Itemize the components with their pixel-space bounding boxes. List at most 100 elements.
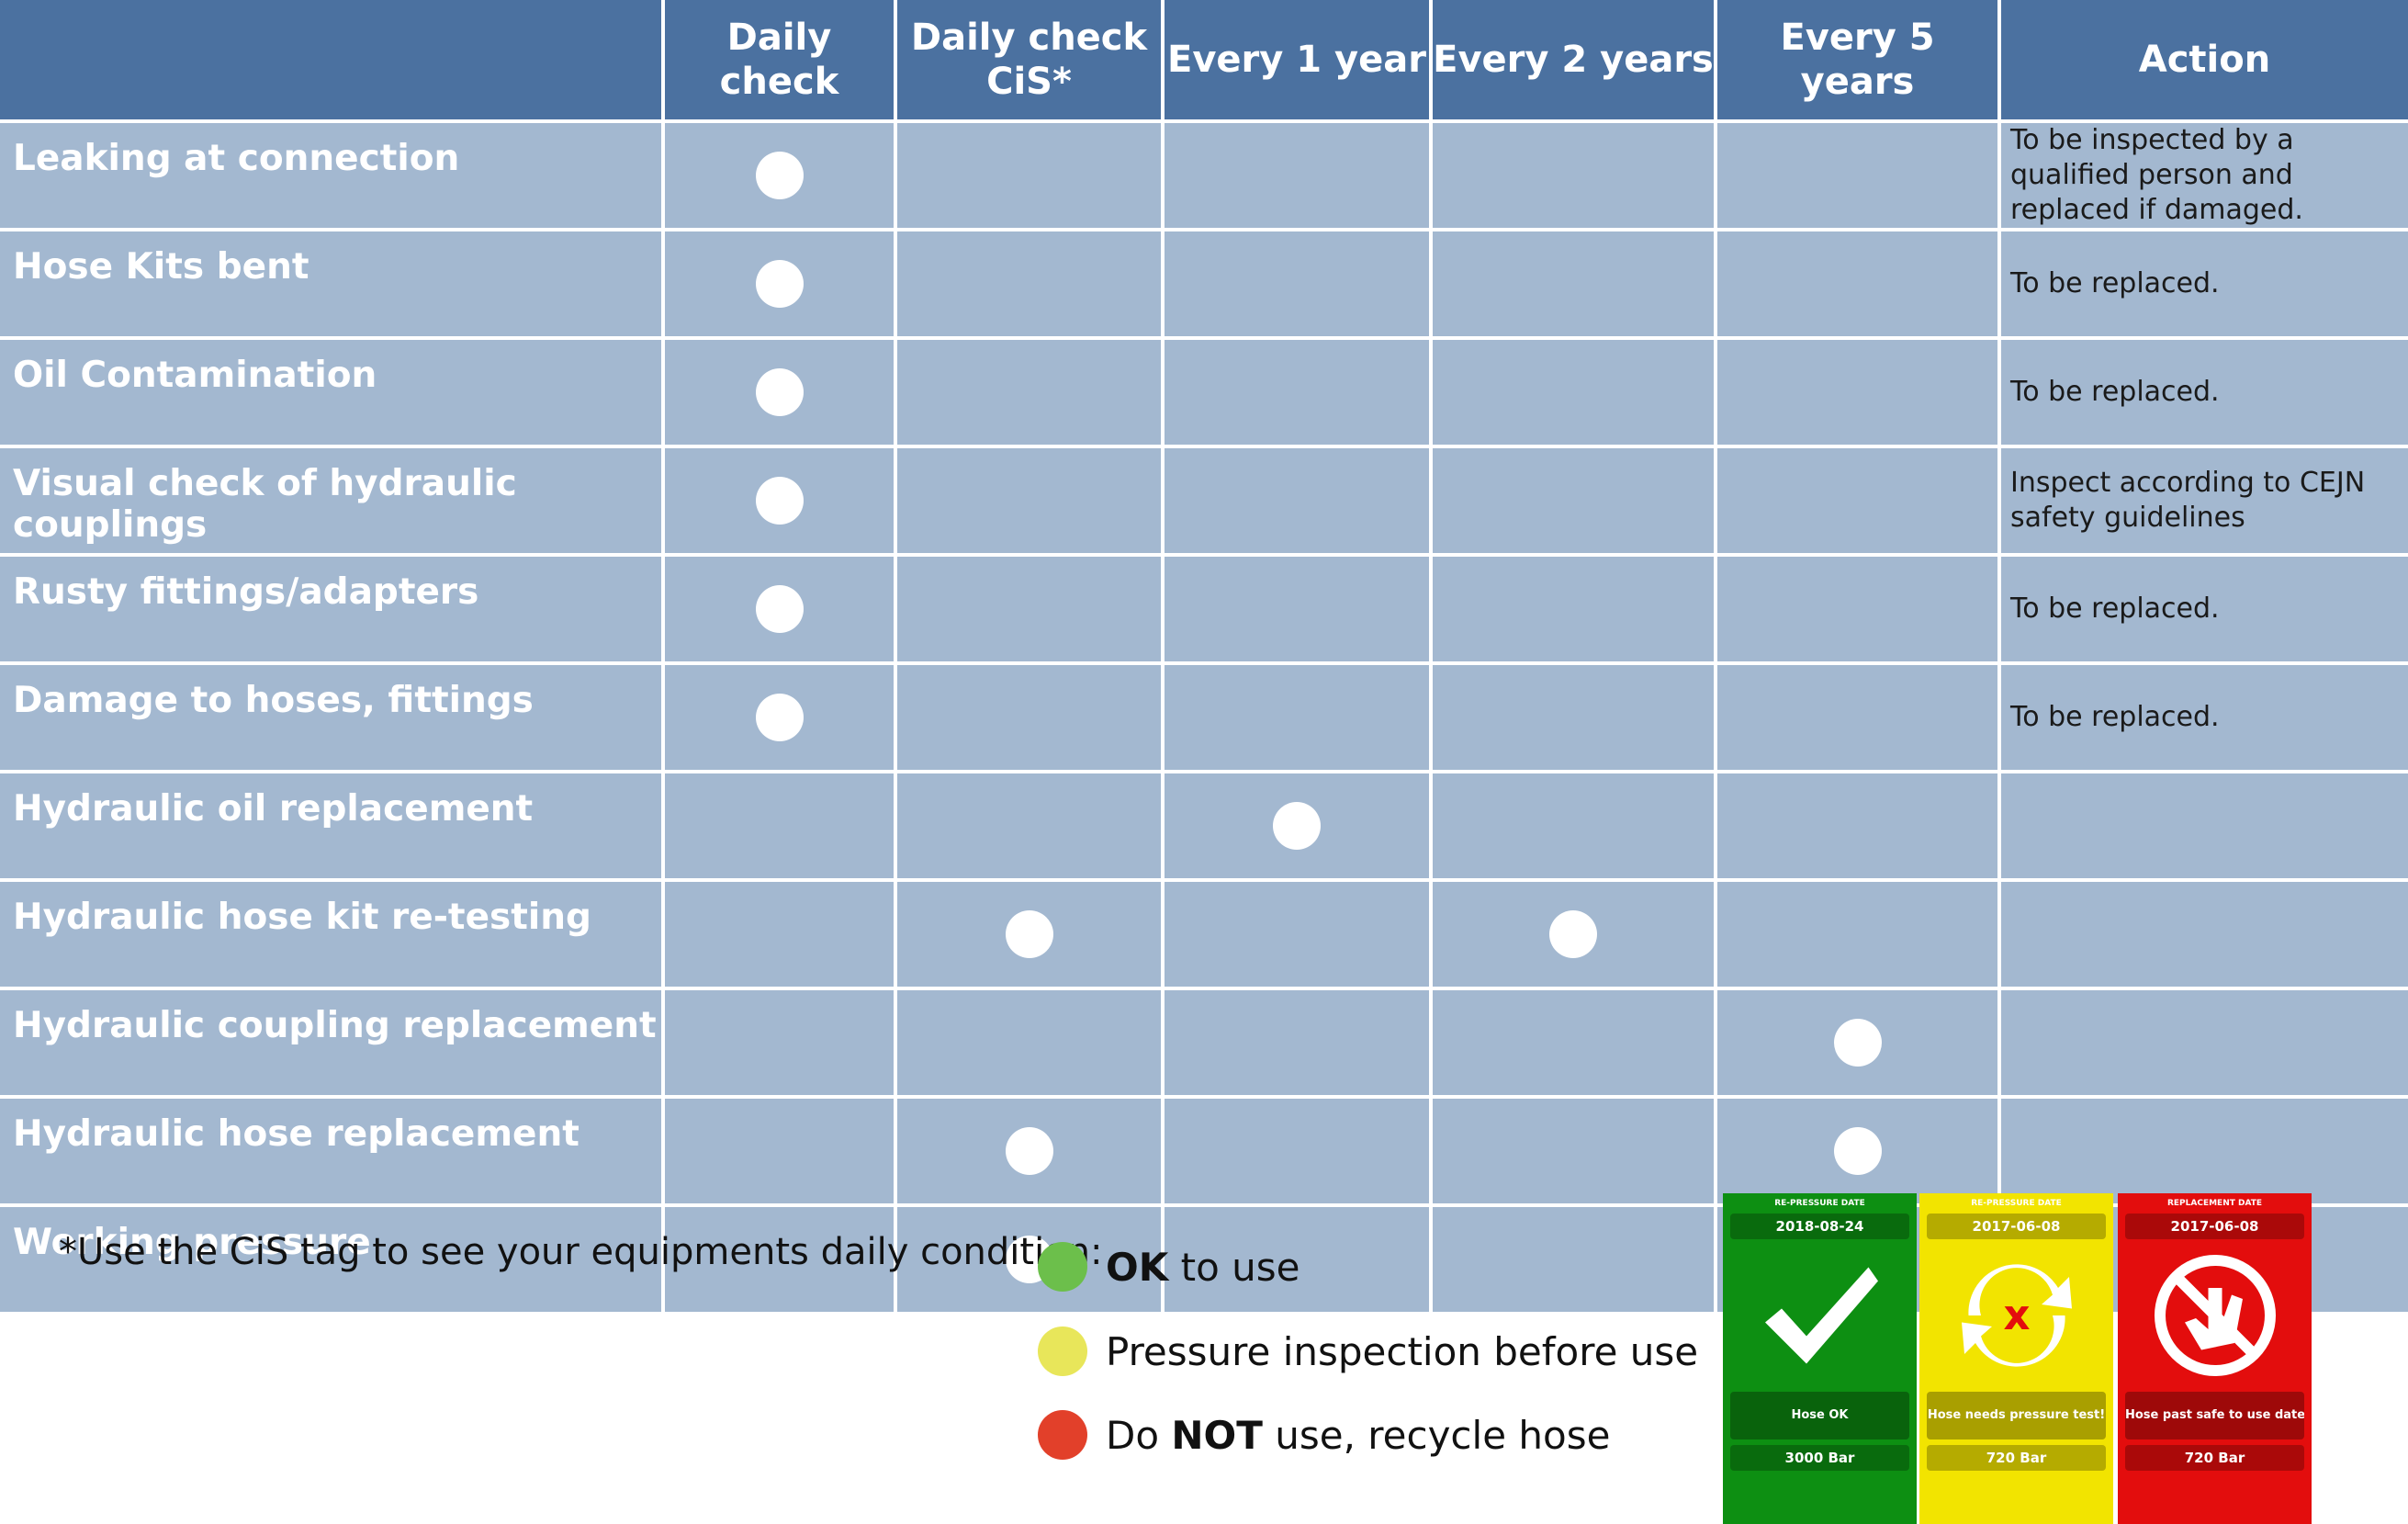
check-dot [755, 260, 804, 308]
check-cell [1161, 987, 1433, 1099]
legend-text: Do NOT use, recycle hose [1106, 1413, 1610, 1458]
action-cell [1997, 878, 2408, 990]
check-cell [661, 661, 897, 773]
check-cell [1161, 445, 1433, 557]
row-label: Oil Contamination [0, 336, 665, 448]
tag-status: Hose past safe to use date! [2125, 1392, 2304, 1439]
action-text: To be replaced. [2010, 376, 2220, 408]
check-cell [1161, 770, 1433, 882]
header-row: Daily check Daily check CiS* Every 1 year E… [0, 0, 2408, 123]
check-cell [661, 1095, 897, 1207]
check-cell [894, 878, 1165, 990]
maintenance-table: Daily check Daily check CiS* Every 1 year E… [0, 0, 2408, 1315]
tag-status: Hose needs pressure test! [1927, 1392, 2106, 1439]
check-cell [1714, 121, 2001, 231]
action-text: To be replaced. [2010, 267, 2220, 299]
check-cell [661, 553, 897, 665]
tag-pressure: 3000 Bar [1730, 1445, 1909, 1471]
check-cell [1429, 770, 1717, 882]
check-cell [661, 336, 897, 448]
action-text: To be replaced. [2010, 701, 2220, 733]
check-cell [894, 121, 1165, 231]
action-text: To be inspected by a qualified person an… [2010, 124, 2303, 226]
check-cell [1714, 228, 2001, 340]
table-row: Hydraulic oil replacement [0, 770, 2408, 882]
legend-text: OK to use [1106, 1245, 1300, 1290]
check-dot [1833, 1127, 1882, 1175]
check-dot [1273, 802, 1321, 850]
tag-icon [1723, 1247, 1917, 1384]
row-label: Leaking at connection [0, 121, 665, 231]
legend-item: Do NOT use, recycle hose [1038, 1410, 1610, 1460]
header-cell: Every 1 year [1161, 0, 1433, 123]
cis-tag: RE-PRESSURE DATE 2017-06-08 x Hose needs pr… [1919, 1193, 2113, 1524]
check-cell [661, 121, 897, 231]
check-cell [1429, 1095, 1717, 1207]
check-cell [1161, 121, 1433, 231]
table-row: Hydraulic hose kit re-testing [0, 878, 2408, 990]
check-dot [755, 152, 804, 199]
check-cell [894, 228, 1165, 340]
footnote: *Use the CiS tag to see your equipments … [59, 1231, 1103, 1273]
check-cell [894, 770, 1165, 882]
cis-tag: REPLACEMENT DATE 2017-06-08 Hose past safe… [2118, 1193, 2312, 1524]
row-label: Hose Kits bent [0, 228, 665, 340]
check-dot [755, 694, 804, 741]
header-cell: Every 2 years [1429, 0, 1717, 123]
legend-text: Pressure inspection before use [1106, 1329, 1698, 1374]
check-cell [1714, 336, 2001, 448]
check-cell [894, 336, 1165, 448]
check-dot [755, 585, 804, 633]
tag-date: 2018-08-24 [1730, 1214, 1909, 1239]
check-cell [1161, 661, 1433, 773]
legend-swatch [1038, 1242, 1087, 1292]
svg-text:x: x [2003, 1291, 2030, 1339]
check-cell [1161, 553, 1433, 665]
table-row: Leaking at connection To be inspected by … [0, 121, 2408, 231]
action-cell: To be replaced. [1997, 661, 2408, 773]
check-dot [755, 368, 804, 416]
table-row: Hose Kits bent To be replaced. [0, 228, 2408, 340]
check-cell [1161, 1095, 1433, 1207]
check-cell [1429, 661, 1717, 773]
check-cell [1161, 336, 1433, 448]
check-cell [1714, 878, 2001, 990]
check-cell [661, 445, 897, 557]
action-cell [1997, 987, 2408, 1099]
check-cell [1714, 770, 2001, 882]
action-cell: Inspect according to CEJN safety guideli… [1997, 445, 2408, 557]
tag-pressure: 720 Bar [2125, 1445, 2304, 1471]
check-cell [1429, 553, 1717, 665]
legend-part: use, recycle hose [1262, 1412, 1611, 1458]
check-cell [894, 1203, 1165, 1315]
check-cell [894, 987, 1165, 1099]
check-cell [894, 1095, 1165, 1207]
action-cell [1997, 1095, 2408, 1207]
check-cell [1714, 1095, 2001, 1207]
check-dot [1005, 910, 1053, 958]
check-cell [1161, 1203, 1433, 1315]
check-cell [1429, 121, 1717, 231]
check-cell [894, 445, 1165, 557]
tag-date: 2017-06-08 [1927, 1214, 2106, 1239]
check-cell [661, 878, 897, 990]
header-cell: Daily check CiS* [894, 0, 1165, 123]
check-cell [1714, 445, 2001, 557]
action-cell [1997, 770, 2408, 882]
action-text: To be replaced. [2010, 593, 2220, 625]
legend-swatch [1038, 1410, 1087, 1460]
check-cell [661, 770, 897, 882]
header-cell: Every 5 years [1714, 0, 2001, 123]
tag-date-label: REPLACEMENT DATE [2166, 1199, 2263, 1208]
legend-swatch [1038, 1326, 1087, 1376]
check-cell [1429, 987, 1717, 1099]
check-cell [1714, 661, 2001, 773]
tag-icon: x [1919, 1247, 2113, 1384]
check-cell [661, 1203, 897, 1315]
tag-icon [2118, 1247, 2312, 1384]
check-cell [1161, 228, 1433, 340]
legend-item: Pressure inspection before use [1038, 1326, 1698, 1376]
check-cell [894, 553, 1165, 665]
tag-date: 2017-06-08 [2125, 1214, 2304, 1239]
table-row: Hydraulic hose replacement [0, 1095, 2408, 1207]
